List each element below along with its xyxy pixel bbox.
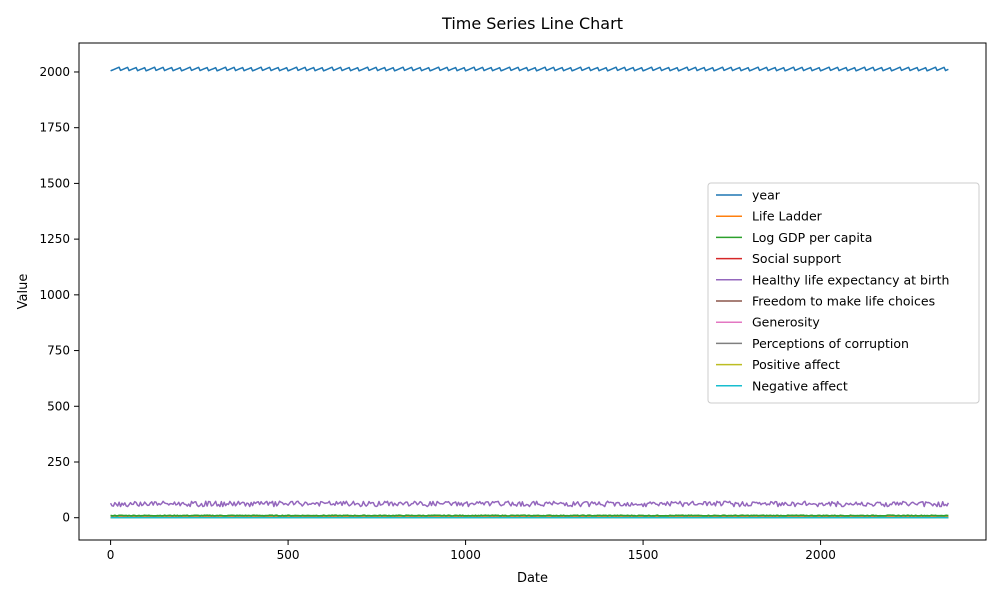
legend-label: Log GDP per capita (752, 230, 872, 245)
x-tick-label: 1000 (450, 548, 481, 562)
legend-label: Positive affect (752, 357, 840, 372)
y-tick-label: 1750 (39, 121, 70, 135)
y-axis: 0 250 500 750 1000 1250 1500 1750 2000 (39, 65, 79, 525)
y-tick-label: 750 (47, 344, 70, 358)
legend-label: year (752, 188, 781, 203)
y-tick-label: 0 (62, 511, 70, 525)
legend-label: Freedom to make life choices (752, 294, 935, 309)
legend-label: Healthy life expectancy at birth (752, 272, 949, 287)
legend-label: Social support (752, 251, 841, 266)
series-line (109, 500, 950, 508)
y-tick-label: 500 (47, 399, 70, 413)
legend-label: Perceptions of corruption (752, 336, 909, 351)
x-tick-label: 1500 (628, 548, 659, 562)
legend-label: Generosity (752, 315, 820, 330)
y-tick-label: 250 (47, 455, 70, 469)
series-line (110, 514, 949, 517)
x-tick-label: 500 (277, 548, 300, 562)
chart-title: Time Series Line Chart (441, 14, 623, 33)
x-tick-label: 2000 (805, 548, 836, 562)
y-tick-label: 1250 (39, 232, 70, 246)
y-axis-label: Value (16, 274, 31, 310)
y-tick-label: 1000 (39, 288, 70, 302)
x-axis-label: Date (517, 571, 548, 586)
y-tick-label: 2000 (39, 65, 70, 79)
legend-label: Negative affect (752, 378, 848, 393)
legend-label: Life Ladder (752, 209, 823, 224)
series-layer (109, 66, 950, 519)
plot-frame (78, 42, 987, 541)
x-axis: 0 500 1000 1500 2000 (107, 540, 836, 562)
series-line (110, 66, 949, 72)
legend-box (707, 182, 980, 404)
y-tick-label: 1500 (39, 176, 70, 190)
legend: year Life Ladder Log GDP per capita Social … (707, 182, 980, 404)
x-tick-label: 0 (107, 548, 115, 562)
